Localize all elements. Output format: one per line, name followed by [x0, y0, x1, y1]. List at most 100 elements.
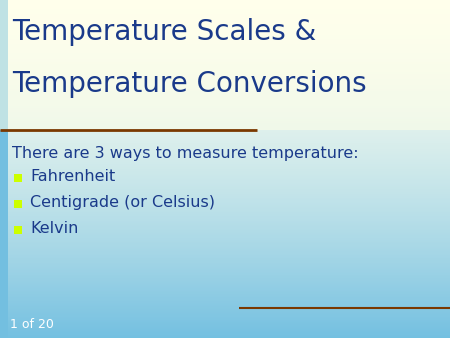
Bar: [0, 143, 450, 144]
Bar: [0, 212, 450, 213]
Bar: [0, 87, 450, 88]
Bar: [0, 138, 450, 139]
Bar: [0, 274, 450, 275]
Bar: [0, 232, 450, 233]
Bar: [0, 84, 450, 86]
Text: 1 of 20: 1 of 20: [10, 317, 54, 331]
Bar: [0, 4, 450, 6]
Bar: [0, 280, 450, 281]
Bar: [0, 249, 450, 250]
Bar: [0, 330, 450, 331]
Bar: [0, 154, 450, 155]
Bar: [14, 226, 22, 234]
Bar: [0, 141, 450, 142]
Bar: [0, 148, 450, 149]
Bar: [0, 53, 450, 54]
Bar: [0, 36, 450, 37]
Bar: [0, 207, 450, 209]
Bar: [0, 166, 450, 167]
Bar: [0, 256, 450, 257]
Bar: [0, 18, 450, 19]
Bar: [0, 323, 450, 324]
Bar: [0, 88, 450, 89]
Bar: [0, 101, 450, 102]
Bar: [0, 160, 450, 161]
Bar: [0, 38, 450, 40]
Bar: [0, 73, 450, 74]
Bar: [0, 269, 450, 270]
Bar: [0, 79, 450, 80]
Bar: [0, 248, 450, 249]
Bar: [0, 225, 450, 226]
Bar: [0, 217, 450, 219]
Bar: [0, 13, 450, 14]
Bar: [0, 52, 450, 53]
Bar: [0, 169, 450, 170]
Bar: [0, 266, 450, 267]
Bar: [0, 271, 450, 273]
Bar: [0, 285, 450, 286]
Bar: [0, 296, 450, 297]
Bar: [0, 223, 450, 224]
Bar: [0, 329, 450, 330]
Bar: [0, 96, 450, 97]
Bar: [0, 186, 450, 187]
Bar: [0, 8, 450, 9]
Bar: [0, 112, 450, 113]
Bar: [0, 102, 450, 104]
Bar: [0, 189, 450, 190]
Bar: [0, 128, 450, 129]
Bar: [0, 9, 450, 10]
Bar: [0, 320, 450, 321]
Bar: [0, 119, 450, 121]
Bar: [0, 315, 450, 317]
Bar: [0, 99, 450, 100]
Bar: [0, 45, 450, 46]
Bar: [0, 221, 450, 222]
Bar: [0, 294, 450, 295]
Bar: [0, 301, 450, 302]
Bar: [0, 124, 450, 125]
Bar: [0, 156, 450, 158]
Bar: [0, 199, 450, 200]
Bar: [0, 168, 450, 169]
Bar: [0, 109, 450, 111]
Bar: [0, 98, 450, 99]
Bar: [0, 337, 450, 338]
Bar: [0, 35, 450, 36]
Bar: [0, 239, 450, 240]
Bar: [0, 193, 450, 194]
Bar: [0, 259, 450, 260]
Bar: [0, 230, 450, 231]
Bar: [0, 267, 450, 268]
Bar: [0, 122, 450, 123]
Bar: [0, 222, 450, 223]
Bar: [0, 116, 450, 117]
Bar: [0, 244, 450, 246]
Bar: [0, 247, 450, 248]
Bar: [0, 173, 450, 175]
Bar: [0, 263, 450, 264]
Bar: [0, 187, 450, 188]
Bar: [0, 41, 450, 42]
Bar: [0, 196, 450, 197]
Bar: [0, 273, 450, 274]
Bar: [0, 89, 450, 90]
Bar: [0, 107, 450, 108]
Bar: [0, 155, 450, 156]
Bar: [0, 336, 450, 337]
Bar: [0, 250, 450, 251]
Bar: [0, 261, 450, 263]
Bar: [0, 142, 450, 143]
Bar: [0, 81, 450, 82]
Bar: [0, 139, 450, 140]
Bar: [0, 25, 450, 26]
Bar: [0, 7, 450, 8]
Bar: [0, 34, 450, 35]
Bar: [0, 287, 450, 288]
Bar: [0, 257, 450, 258]
Bar: [0, 260, 450, 261]
Bar: [0, 159, 450, 160]
Bar: [0, 308, 450, 309]
Bar: [0, 332, 450, 334]
